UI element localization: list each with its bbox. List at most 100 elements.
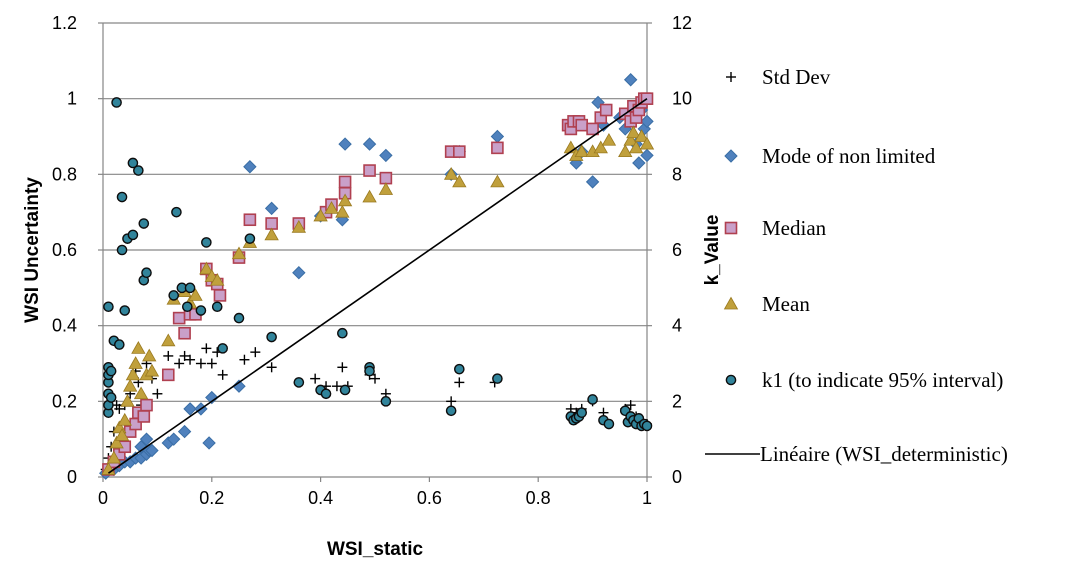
data-point (335, 204, 350, 218)
data-point (161, 333, 176, 347)
data-point (171, 206, 182, 218)
data-point (362, 137, 377, 151)
data-point (106, 450, 122, 464)
data-point (363, 164, 376, 177)
data-point (183, 402, 197, 416)
data-point (625, 400, 636, 411)
series-line (107, 98, 648, 474)
data-point (492, 373, 503, 384)
data-point (195, 305, 207, 316)
data-point (123, 378, 138, 392)
data-point (639, 136, 655, 150)
y-axis-title: WSI Uncertainty (22, 177, 43, 323)
data-point (201, 343, 212, 354)
data-point (168, 290, 180, 301)
data-point (202, 436, 216, 450)
data-point (337, 193, 353, 207)
data-point (134, 440, 148, 454)
data-point (337, 327, 348, 339)
data-point (232, 379, 246, 393)
gridlines (103, 22, 647, 402)
data-point (338, 137, 352, 151)
x-tick-label: 0.2 (199, 488, 224, 508)
data-point (116, 244, 128, 256)
data-point (188, 288, 203, 301)
data-point (117, 412, 132, 426)
legend-label: Mean (762, 292, 810, 316)
data-point (233, 312, 245, 324)
data-point (184, 282, 196, 294)
data-point (379, 171, 393, 185)
data-point (362, 189, 377, 203)
y2-tick-label: 12 (672, 13, 692, 33)
data-point (454, 377, 465, 388)
y2-tick-label: 0 (672, 467, 682, 487)
plot-area (99, 73, 655, 480)
y-tick-label: 0.2 (52, 391, 77, 411)
legend-label: Mode of non limited (762, 144, 936, 168)
data-point (105, 365, 117, 377)
data-point (138, 218, 150, 229)
y-tick-label: 0.6 (52, 240, 77, 260)
data-point (339, 384, 351, 396)
data-point (586, 122, 599, 136)
data-point (239, 354, 250, 365)
data-point (320, 388, 332, 400)
data-point (264, 227, 279, 241)
legend-marker (724, 149, 738, 163)
data-point (313, 208, 328, 222)
y2-tick-label: 8 (672, 164, 682, 184)
data-point (491, 141, 504, 155)
data-point (211, 301, 223, 313)
data-point (111, 97, 122, 108)
data-point (172, 311, 186, 325)
y2-tick-label: 4 (672, 316, 682, 336)
data-point (618, 144, 633, 158)
x-tick-label: 0.4 (308, 488, 333, 508)
data-point (125, 367, 141, 381)
data-point (206, 358, 217, 369)
data-point (640, 114, 654, 129)
data-point (139, 432, 154, 446)
legend: Std Dev Mode of non limited Median Mean k1 (… (705, 65, 1008, 466)
data-point (140, 398, 153, 412)
data-point (127, 157, 139, 169)
data-point (114, 339, 125, 350)
data-point (217, 343, 228, 354)
legend-label: Std Dev (762, 65, 831, 89)
data-point (103, 301, 114, 313)
data-point (163, 350, 174, 361)
data-point (244, 233, 256, 244)
data-point (338, 175, 352, 189)
data-point (452, 174, 467, 188)
data-point (446, 396, 457, 407)
legend-marker (724, 221, 738, 235)
legend-item: k1 (to indicate 95% interval) (725, 368, 1003, 392)
legend-label: Median (762, 216, 827, 240)
data-point (628, 140, 644, 154)
data-point (364, 365, 375, 377)
data-point (210, 272, 225, 286)
data-point (264, 201, 279, 216)
data-point (599, 103, 613, 117)
legend-marker (726, 72, 736, 82)
data-point (114, 428, 130, 441)
x-tick-label: 1 (642, 488, 652, 508)
data-point (128, 356, 143, 369)
data-point (623, 73, 638, 87)
data-point (152, 388, 163, 399)
data-point (161, 368, 175, 382)
y-tick-label: 1.2 (52, 13, 77, 33)
data-point (182, 301, 193, 313)
series-4 (103, 97, 653, 432)
data-point (243, 213, 257, 227)
y-tick-label: 0.4 (52, 316, 77, 336)
data-point (120, 394, 135, 407)
y2-tick-label: 2 (672, 391, 682, 411)
data-point (575, 118, 589, 132)
data-point (310, 373, 321, 384)
y-tick-label: 0 (67, 467, 77, 487)
legend-item: Mode of non limited (724, 144, 936, 168)
data-point (603, 418, 615, 430)
